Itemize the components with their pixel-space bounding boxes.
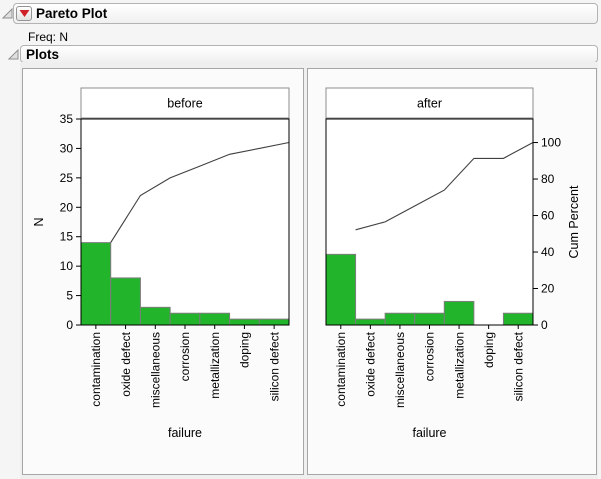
percent-tick-label: 40	[541, 245, 555, 259]
percent-axis-title: Cum Percent	[567, 185, 581, 258]
bar-corrosion[interactable]	[169, 312, 201, 326]
pareto-plot-outline-header: Pareto Plot	[13, 3, 598, 24]
panel-title-box	[80, 87, 290, 119]
x-axis-title: failure	[412, 426, 446, 440]
bar-oxide-defect[interactable]	[355, 318, 386, 326]
disclosure-triangle-icon	[2, 8, 13, 19]
y-axis-tick-label: 30	[60, 141, 74, 155]
plot-area	[325, 118, 534, 326]
bar-miscellaneous[interactable]	[384, 312, 416, 326]
cumulative-curve	[110, 141, 290, 243]
bar-metallization[interactable]	[199, 312, 231, 326]
category-label: metallization	[208, 332, 222, 399]
bar-contamination[interactable]	[325, 253, 357, 326]
plots-section-title[interactable]: Plots	[26, 46, 60, 62]
category-label: miscellaneous	[148, 332, 162, 408]
y-axis-tick-label: 10	[60, 259, 74, 273]
category-label: oxide defect	[119, 331, 133, 396]
red-triangle-menu-button[interactable]	[16, 6, 32, 21]
category-label: metallization	[452, 332, 466, 399]
category-label: silicon defect	[267, 331, 281, 401]
percent-tick-label: 60	[541, 209, 555, 223]
y-axis-tick-label: 35	[60, 112, 74, 126]
y-axis-tick-label: 15	[60, 230, 74, 244]
bar-contamination[interactable]	[80, 242, 112, 326]
cumulative-curve	[355, 142, 534, 231]
y-axis-title: N	[32, 217, 46, 226]
percent-tick-label: 80	[541, 172, 555, 186]
percent-tick-label: 0	[541, 318, 548, 332]
freq-note: Freq: N	[28, 30, 69, 44]
red-triangle-icon	[19, 10, 29, 17]
y-axis-tick-label: 20	[60, 200, 74, 214]
category-label: corrosion	[178, 332, 192, 381]
bar-miscellaneous[interactable]	[139, 306, 171, 326]
category-label: doping	[482, 332, 496, 368]
category-label: doping	[238, 332, 252, 368]
panel-title: before	[167, 97, 202, 111]
category-label: oxide defect	[364, 331, 378, 396]
bar-oxide-defect[interactable]	[110, 277, 141, 326]
x-axis-title: failure	[168, 426, 202, 440]
bar-doping[interactable]	[229, 318, 260, 326]
category-label: contamination	[89, 332, 103, 407]
category-label: contamination	[334, 332, 348, 407]
category-label: miscellaneous	[393, 332, 407, 408]
bar-silicon-defect[interactable]	[258, 318, 290, 326]
y-axis-tick-label: 0	[66, 318, 73, 332]
disclosure-triangle-icon	[8, 49, 19, 60]
panel-title-box	[325, 87, 534, 119]
bar-corrosion[interactable]	[414, 312, 445, 326]
chart-panel-after: after 0 20 40 60 80 100 Cum Percent contaminatio…	[307, 68, 597, 475]
y-axis-tick-label: 5	[66, 289, 73, 303]
pareto-chart-after: after 0 20 40 60 80 100 Cum Percent contaminatio…	[325, 87, 581, 440]
category-label: silicon defect	[511, 331, 525, 401]
bar-metallization[interactable]	[443, 300, 475, 326]
report-title[interactable]: Pareto Plot	[36, 6, 108, 21]
bar-silicon-defect[interactable]	[502, 312, 534, 326]
percent-tick-label: 100	[541, 136, 561, 150]
y-axis-tick-label: 25	[60, 171, 74, 185]
panel-title: after	[417, 97, 442, 111]
percent-tick-label: 20	[541, 282, 555, 296]
outline-disclosure-triangle[interactable]	[2, 8, 13, 19]
plots-outline-header: Plots	[20, 45, 598, 63]
plots-disclosure-triangle[interactable]	[8, 49, 19, 60]
category-label: corrosion	[423, 332, 437, 381]
